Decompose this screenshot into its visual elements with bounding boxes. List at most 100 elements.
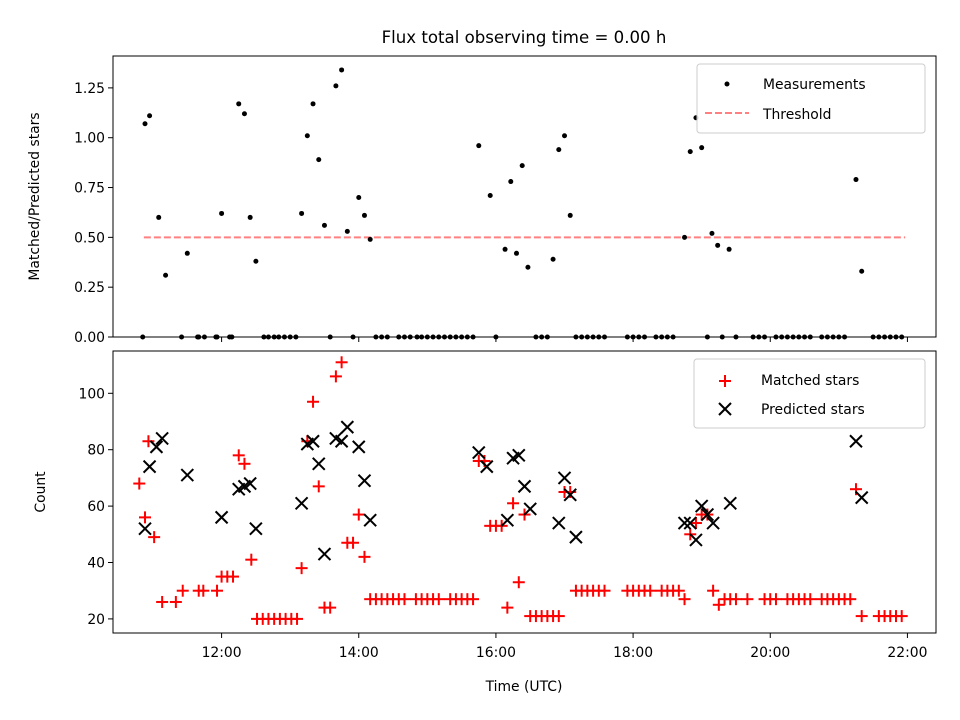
chart-title: Flux total observing time = 0.00 h: [382, 28, 667, 47]
y-tick-label: 0.75: [74, 181, 105, 197]
bottom-xlabel: Time (UTC): [485, 679, 563, 695]
bottom-predicted-layer: [138, 420, 869, 561]
matched-point: [598, 584, 611, 597]
measurement-point: [853, 177, 859, 183]
matched-point: [197, 584, 210, 597]
measurement-point: [339, 67, 345, 73]
matched-point: [295, 562, 308, 575]
measurement-point: [356, 194, 362, 200]
bottom-axes: 12:00 14:00 16:00 18:00 20:00 22:00 20 40 60 80 10…: [33, 350, 937, 695]
legend-matched-label: Matched stars: [761, 373, 859, 389]
predicted-point: [512, 448, 526, 463]
bottom-ylabel: Count: [33, 471, 49, 513]
matched-point: [672, 584, 685, 597]
x-tick-label: 16:00: [476, 645, 516, 661]
predicted-point: [294, 496, 309, 510]
measurement-point: [502, 246, 508, 252]
predicted-point: [363, 513, 377, 527]
matched-point: [507, 497, 520, 510]
matched-point: [729, 593, 742, 606]
legend-threshold-label: Threshold: [762, 107, 831, 123]
legend-measurements-marker: [724, 81, 730, 87]
measurement-point: [508, 179, 514, 185]
y-tick-label: 100: [78, 386, 105, 402]
y-tick-label: 80: [87, 443, 105, 459]
measurement-point: [687, 149, 693, 155]
matched-point: [142, 435, 155, 448]
matched-point: [291, 612, 304, 625]
top-ticks: 0.00 0.25 0.50 0.75 1.00 1.25: [74, 81, 908, 346]
y-tick-label: 40: [87, 556, 105, 572]
matched-point: [769, 593, 782, 606]
predicted-point: [142, 459, 157, 474]
y-tick-label: 1.25: [74, 81, 105, 97]
measurement-point: [726, 246, 732, 252]
predicted-point: [352, 440, 366, 454]
predicted-point: [557, 471, 572, 485]
predicted-point: [357, 474, 372, 488]
measurement-point: [709, 230, 715, 236]
matched-point: [148, 531, 161, 544]
matched-point: [895, 610, 908, 623]
matched-point: [176, 584, 189, 597]
top-legend-frame: [696, 63, 926, 134]
measurement-point: [525, 264, 531, 270]
predicted-point: [569, 530, 583, 544]
matched-point: [347, 536, 360, 549]
matched-point: [741, 593, 754, 606]
predicted-point: [214, 510, 229, 525]
predicted-point: [694, 499, 709, 513]
matched-point: [844, 593, 857, 606]
matched-point: [432, 593, 445, 606]
predicted-point: [563, 488, 577, 502]
measurement-point: [147, 113, 153, 119]
matched-point: [312, 480, 325, 493]
predicted-point: [149, 440, 164, 454]
matched-point: [358, 550, 371, 563]
measurement-point: [562, 133, 568, 139]
measurement-point: [567, 212, 573, 218]
matched-point: [238, 457, 251, 470]
matched-point: [712, 598, 725, 611]
measurement-point: [219, 210, 225, 216]
matched-point: [398, 593, 411, 606]
predicted-point: [312, 457, 326, 471]
matched-point: [245, 553, 258, 566]
predicted-point: [683, 516, 697, 530]
matched-point: [169, 595, 182, 608]
measurement-point: [556, 147, 562, 153]
matched-point: [211, 584, 224, 597]
predicted-point: [138, 521, 152, 536]
legend-matched-marker: [719, 375, 731, 387]
matched-point: [133, 477, 146, 490]
measurement-point: [142, 121, 148, 127]
matched-point: [855, 610, 868, 623]
bottom-axes-frame: [112, 350, 937, 634]
matched-point: [678, 593, 691, 606]
top-legend: Measurements Threshold: [696, 63, 926, 134]
x-tick-label: 12:00: [202, 645, 242, 661]
measurement-point: [299, 210, 305, 216]
measurement-point: [367, 236, 373, 242]
matched-point: [644, 584, 657, 597]
matched-point: [689, 517, 702, 530]
predicted-point: [472, 445, 486, 460]
matched-point: [329, 370, 342, 383]
top-ylabel: Matched/Predicted stars: [27, 112, 43, 280]
predicted-point: [334, 434, 349, 448]
y-tick-label: 0.00: [74, 330, 105, 346]
x-tick-label: 14:00: [339, 645, 379, 661]
measurement-point: [247, 214, 253, 220]
y-tick-label: 0.50: [74, 230, 105, 246]
matched-point: [324, 601, 337, 614]
predicted-point: [677, 516, 692, 530]
matched-point: [156, 595, 169, 608]
measurement-point: [333, 83, 339, 89]
bottom-legend: Matched stars Predicted stars: [693, 358, 926, 429]
measurement-point: [519, 163, 525, 169]
matched-point: [139, 511, 152, 524]
matched-point: [804, 593, 817, 606]
x-tick-label: 20:00: [750, 645, 790, 661]
measurement-point: [253, 258, 259, 264]
matched-point: [501, 601, 514, 614]
